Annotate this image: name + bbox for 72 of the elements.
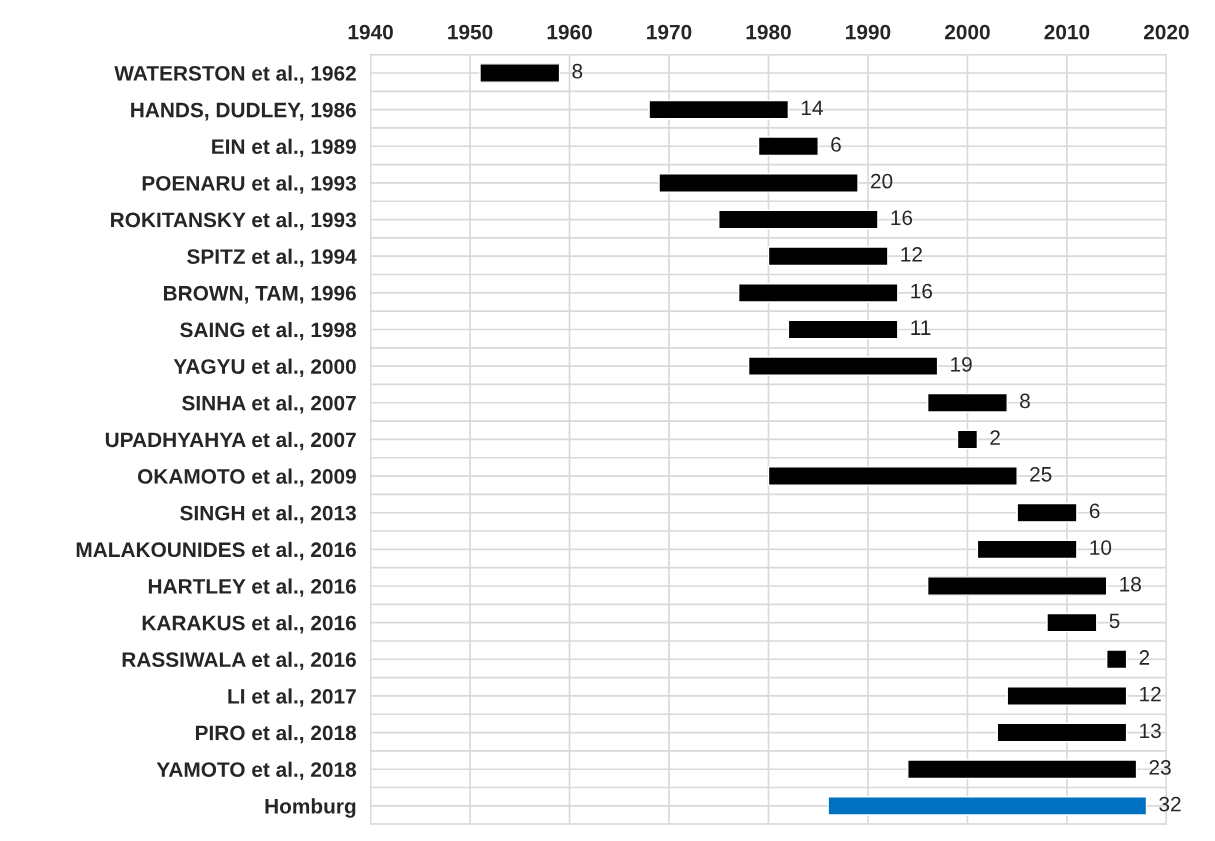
data-label: 14	[801, 100, 823, 116]
y-tick-label: OKAMOTO et al., 2009	[137, 468, 356, 487]
y-tick-label: POENARU et al., 1993	[142, 175, 356, 194]
y-tick-label: ROKITANSKY et al., 1993	[111, 212, 356, 231]
bar	[767, 466, 1018, 486]
x-tick-label: 2000	[945, 24, 990, 40]
data-label: 6	[1089, 503, 1100, 519]
bar	[1006, 686, 1128, 706]
bar	[926, 392, 1008, 413]
bar	[827, 796, 1148, 816]
data-label: 2	[990, 430, 1000, 445]
data-label: 16	[911, 283, 932, 299]
y-tick-label: WATERSTON et al., 1962	[114, 65, 356, 84]
data-label: 2	[1139, 650, 1150, 665]
x-tick-label: 1980	[746, 24, 791, 40]
y-tick-label: SPITZ et al., 1994	[187, 248, 357, 267]
y-tick-label: SAING et al., 1998	[180, 321, 357, 341]
x-tick-label: 1960	[547, 24, 592, 40]
bar	[479, 63, 561, 83]
y-tick-label: EIN et al., 1989	[212, 138, 356, 158]
y-tick-label: YAMOTO et al., 2018	[156, 761, 357, 780]
x-tick-label: 2010	[1044, 24, 1090, 40]
y-tick-label: LI et al., 2017	[228, 688, 356, 707]
bar	[1106, 649, 1128, 670]
x-tick-label: 2020	[1143, 24, 1189, 40]
y-tick-label: BROWN, TAM, 1996	[163, 285, 356, 304]
y-tick-label: SINHA et al., 2007	[182, 395, 356, 414]
y-tick-label: RASSIWALA et al., 2016	[122, 651, 356, 671]
data-label: 32	[1159, 796, 1181, 812]
y-tick-label: SINGH et al., 2013	[180, 505, 356, 524]
data-label: 25	[1030, 466, 1052, 482]
bar	[926, 576, 1108, 596]
data-label: 8	[572, 63, 583, 79]
data-label: 12	[1140, 686, 1161, 702]
data-label: 8	[1020, 393, 1030, 409]
data-label: 6	[831, 137, 841, 152]
data-label: 18	[1120, 576, 1141, 592]
x-tick-label: 1950	[448, 24, 493, 40]
data-label: 23	[1149, 760, 1171, 775]
bar	[737, 282, 899, 303]
y-tick-label: HARTLEY et al., 2016	[148, 578, 356, 597]
data-label: 13	[1140, 723, 1161, 739]
x-tick-label: 1940	[348, 24, 393, 40]
bar	[747, 356, 939, 376]
y-tick-label: YAGYU et al., 2000	[173, 358, 356, 377]
y-tick-label: HANDS, DUDLEY, 1986	[131, 102, 356, 121]
y-tick-label: UPADHYAHYA et al., 2007	[105, 431, 356, 451]
y-tick-label: Homburg	[265, 798, 356, 818]
x-tick-label: 1990	[846, 24, 891, 40]
bar	[956, 429, 979, 450]
data-label: 12	[901, 247, 922, 262]
y-tick-label: MALAKOUNIDES et al., 2016	[76, 541, 356, 561]
bar	[718, 209, 879, 230]
data-label: 5	[1109, 613, 1120, 629]
bar	[648, 99, 790, 120]
y-tick-label: PIRO et al., 2018	[195, 725, 357, 744]
bar	[907, 759, 1138, 780]
y-tick-label: KARAKUS et al., 2016	[142, 615, 356, 634]
bar	[1046, 612, 1098, 633]
data-label: 20	[871, 173, 893, 189]
data-label: 16	[891, 210, 913, 226]
bar	[787, 319, 899, 340]
bar	[658, 173, 859, 193]
bar	[976, 539, 1078, 560]
bar	[757, 136, 819, 157]
data-label: 19	[951, 356, 972, 372]
bar	[996, 722, 1128, 743]
bar	[767, 246, 889, 267]
x-tick-label: 1970	[647, 24, 692, 40]
data-label: 11	[911, 320, 931, 335]
bar	[1016, 502, 1078, 523]
data-label: 10	[1090, 540, 1112, 555]
